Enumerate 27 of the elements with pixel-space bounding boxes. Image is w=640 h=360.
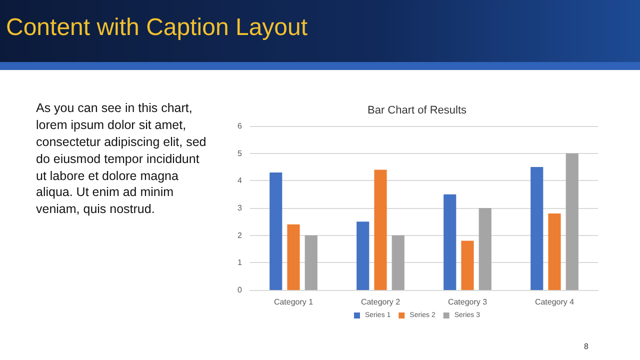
bar [287, 224, 300, 290]
text: Content with Caption Layout [6, 14, 308, 42]
x-tick-label: Category 3 [448, 298, 488, 306]
x-tick-label: Category 1 [274, 298, 314, 306]
chart-title: Bar Chart of Results [367, 104, 468, 116]
y-tick-label: 2 [238, 230, 243, 240]
bar [461, 240, 474, 290]
bar [304, 235, 318, 290]
bar [566, 153, 578, 290]
y-tick-label: 4 [238, 176, 243, 186]
text: As you can see in this chart, lorem ipsum dolor sit amet, consectetur adipiscing elit, sed do eiusmod tempor incididunt ut labore et dolore magna aliqua. Ut enim ad minim veniam, quis nostrud. [36, 100, 208, 218]
bar [530, 167, 544, 290]
bar [392, 235, 404, 290]
y-tick-label: 5 [238, 148, 243, 158]
bar [356, 222, 370, 290]
y-tick-label: 3 [238, 204, 243, 212]
x-tick-label: Category 4 [534, 298, 575, 306]
bar [478, 208, 492, 290]
x-tick-label: Category 2 [360, 298, 401, 306]
bar [270, 172, 282, 290]
bar [374, 170, 387, 290]
y-tick-label: 6 [238, 122, 243, 130]
text: 8 [584, 342, 588, 351]
bar [444, 194, 456, 290]
y-tick-label: 0 [238, 286, 243, 294]
bar [548, 213, 561, 290]
y-tick-label: 1 [238, 258, 243, 268]
